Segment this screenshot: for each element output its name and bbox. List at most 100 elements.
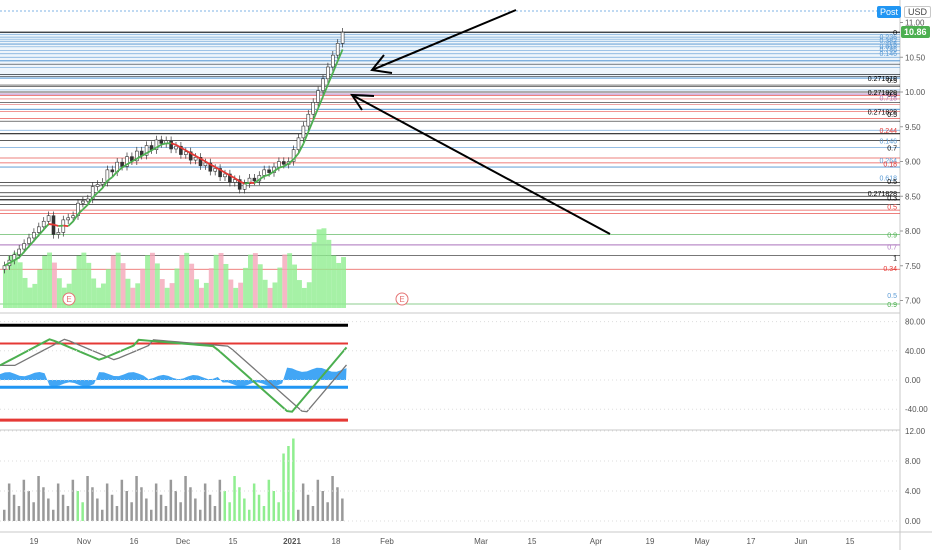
candle: [330, 54, 335, 68]
histogram-bar: [101, 509, 104, 521]
volume-bar: [115, 252, 121, 308]
ma-segment: [322, 84, 329, 97]
fib-label: 0.786: [879, 47, 897, 54]
arrow-drawing[interactable]: [370, 9, 517, 74]
ma-segment: [204, 160, 211, 166]
histogram-bar: [311, 506, 315, 521]
ma-segment: [180, 146, 187, 152]
histogram-bar: [145, 498, 148, 521]
volume-bar: [282, 254, 288, 308]
histogram-bar: [282, 453, 285, 521]
ma-segment: [195, 155, 201, 160]
candle: [41, 220, 46, 228]
volume-bar: [194, 279, 199, 308]
time-axis-label: Mar: [474, 537, 488, 546]
price-axis-label: 8.00: [905, 227, 921, 236]
time-axis-label: 18: [332, 537, 341, 546]
price-axis-label: 9.00: [905, 158, 921, 167]
ma-segment: [136, 155, 143, 160]
histogram-bar: [208, 494, 212, 521]
fib-label: 0.9: [887, 232, 897, 239]
time-axis-label: 15: [229, 537, 238, 546]
histogram-bar: [105, 483, 109, 521]
candle: [340, 31, 345, 44]
candle: [267, 169, 271, 173]
candle: [32, 232, 36, 239]
vol-axis-label: 8.00: [905, 457, 921, 466]
price-axis-label: 7.50: [905, 262, 921, 271]
currency-badge[interactable]: USD: [904, 6, 932, 18]
histogram-bar: [297, 509, 300, 521]
volume-bar: [233, 287, 239, 308]
histogram-bar: [17, 506, 21, 521]
fib-label: 0.244: [879, 128, 897, 135]
volume-bar: [12, 252, 18, 308]
volume-bar: [306, 282, 312, 308]
ma-segment: [67, 220, 74, 227]
histogram-bar: [203, 483, 207, 521]
histogram-bar: [169, 479, 173, 521]
candle: [233, 179, 237, 183]
histogram-bar: [140, 487, 143, 521]
fib-label: 0.5: [887, 78, 897, 85]
candle: [296, 137, 301, 150]
histogram-bar: [238, 487, 241, 521]
moving-average: [4, 49, 344, 267]
histogram-bar: [277, 502, 280, 521]
histogram-bar: [262, 506, 266, 521]
ma-segment: [131, 157, 138, 163]
ma-segment: [268, 170, 275, 176]
histogram-bar: [52, 509, 55, 521]
candlesticks[interactable]: [2, 28, 345, 274]
volume-bar: [101, 283, 106, 308]
fib-zone: [0, 32, 900, 79]
histogram-bar: [120, 479, 124, 521]
volume-bar: [32, 283, 38, 308]
histogram-bar: [96, 498, 99, 521]
ma-segment: [331, 60, 339, 74]
volume-bar: [140, 268, 146, 308]
candle: [56, 232, 61, 235]
ma-segment: [190, 152, 197, 157]
candle: [306, 113, 311, 127]
ma-segment: [48, 223, 54, 226]
volume-histogram: [3, 228, 346, 308]
fib-levels[interactable]: 00.2360.3820.50.6180.7860.1460.2718180.5…: [0, 30, 900, 309]
volume-bar: [150, 252, 155, 308]
earnings-marker[interactable]: E: [62, 292, 76, 306]
ma-segment: [33, 234, 40, 242]
candle: [174, 145, 178, 150]
candle: [281, 161, 286, 165]
ma-segment: [155, 143, 162, 149]
candle: [27, 237, 31, 244]
fib-label: 0.271828: [868, 191, 897, 198]
histogram-bar: [218, 479, 222, 521]
ma-segment: [307, 119, 315, 133]
histogram-bar: [130, 502, 133, 521]
volume-bar: [189, 263, 195, 308]
volume-bar: [7, 255, 13, 308]
volume-bar: [248, 254, 253, 308]
price-axis-label: 10.00: [905, 88, 926, 97]
arrow-drawing[interactable]: [350, 93, 611, 235]
earnings-marker[interactable]: E: [395, 292, 409, 306]
histogram-bar: [272, 491, 275, 521]
time-axis-label: Dec: [176, 537, 190, 546]
fib-label: 0.264: [879, 158, 897, 165]
ma-segment: [18, 251, 25, 259]
candle: [277, 161, 281, 168]
volume-bar: [203, 282, 209, 308]
histogram-bar: [331, 476, 334, 521]
candle: [252, 177, 257, 182]
ma-segment: [72, 213, 79, 222]
fib-label: 0.9: [887, 302, 897, 309]
volume-bar: [3, 270, 8, 308]
ma-segment: [175, 144, 182, 149]
volume-bar: [174, 268, 180, 308]
fib-label: 0.618: [879, 175, 897, 182]
volume-bar: [42, 255, 48, 308]
volume-bar: [86, 262, 92, 308]
ma-segment: [234, 177, 241, 183]
volume-bar: [262, 279, 268, 308]
